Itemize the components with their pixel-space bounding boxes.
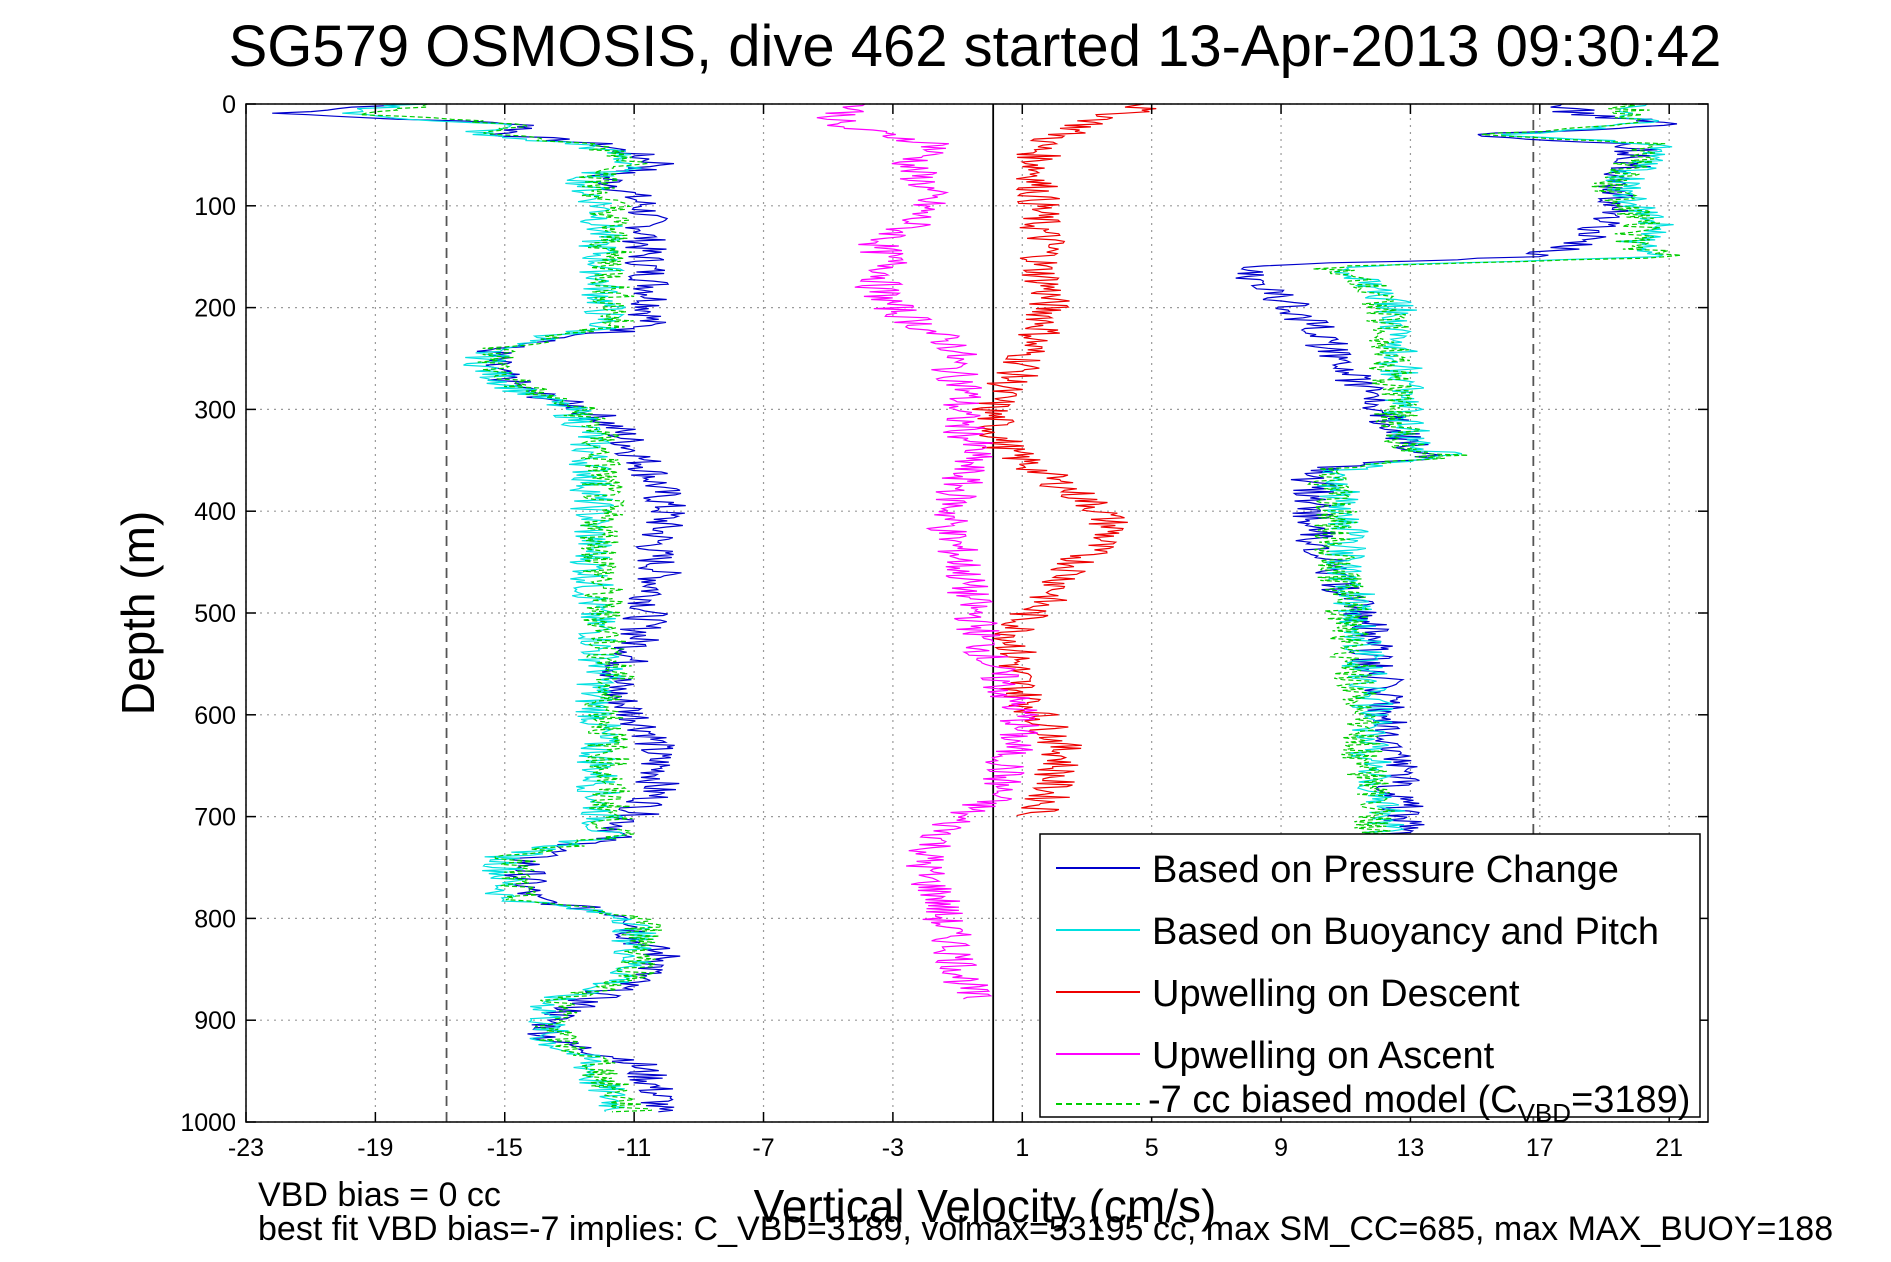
x-tick-label: -19 [357,1134,393,1162]
x-tick-label: -3 [882,1134,904,1162]
x-axis-label: Vertical Velocity (cm/s) [754,1180,1217,1232]
series-line-3 [816,103,1040,1000]
legend-label-ascent: Upwelling on Ascent [1152,1035,1495,1077]
chart-title: SG579 OSMOSIS, dive 462 started 13-Apr-2… [229,14,1722,79]
y-tick-label: 400 [194,498,236,526]
y-tick-label: 100 [194,193,236,221]
y-tick-label: 800 [194,905,236,933]
legend-label-descent: Upwelling on Descent [1152,973,1520,1015]
x-tick-label: 1 [1015,1134,1029,1162]
x-tick-label: 9 [1274,1134,1288,1162]
legend-label-biased-end: =3189) [1571,1079,1690,1121]
x-tick-label: 13 [1397,1134,1425,1162]
annotation-best-fit: best fit VBD bias=-7 implies: C_VBD=3189… [258,1210,1833,1248]
y-tick-label: 700 [194,804,236,832]
legend-label-biased-main: -7 cc biased model (C [1148,1079,1518,1121]
y-tick-label: 200 [194,295,236,323]
legend-box [1039,833,1701,1118]
legend-label-biased-model: -7 cc biased model (CVBD=3189) [1148,1079,1690,1128]
annotation-vbd-bias: VBD bias = 0 cc [258,1176,501,1214]
legend-label-buoyancy: Based on Buoyancy and Pitch [1152,911,1659,953]
y-axis-label: Depth (m) [112,511,164,715]
series-line-0 [272,103,686,1113]
x-tick-label: -23 [228,1134,264,1162]
y-tick-label: 900 [194,1007,236,1035]
tick-marks [245,103,1708,1123]
x-tick-label: 21 [1655,1134,1683,1162]
series-line-4 [360,103,664,1113]
x-tick-label: 5 [1145,1134,1159,1162]
x-tick-label: -15 [487,1134,523,1162]
y-tick-label: 300 [194,396,236,424]
legend-label-pressure: Based on Pressure Change [1152,849,1619,891]
y-tick-label: 500 [194,600,236,628]
x-tick-label: -7 [752,1134,774,1162]
y-tick-label: 600 [194,702,236,730]
legend: Based on Pressure Change Based on Buoyan… [1039,833,1701,1128]
y-tick-label: 1000 [180,1109,236,1137]
y-tick-labels: 0 100 200 300 400 500 600 700 800 900 1000 [180,91,236,1137]
x-tick-label: 17 [1526,1134,1554,1162]
plot-area [245,103,1709,1123]
x-tick-labels: -23 -19 -15 -11 -7 -3 1 5 9 13 17 21 [228,1134,1683,1162]
series-line-1 [342,103,657,1112]
y-tick-label: 0 [222,91,236,119]
x-tick-label: -11 [617,1134,651,1162]
legend-label-biased-sub: VBD [1518,1098,1571,1128]
